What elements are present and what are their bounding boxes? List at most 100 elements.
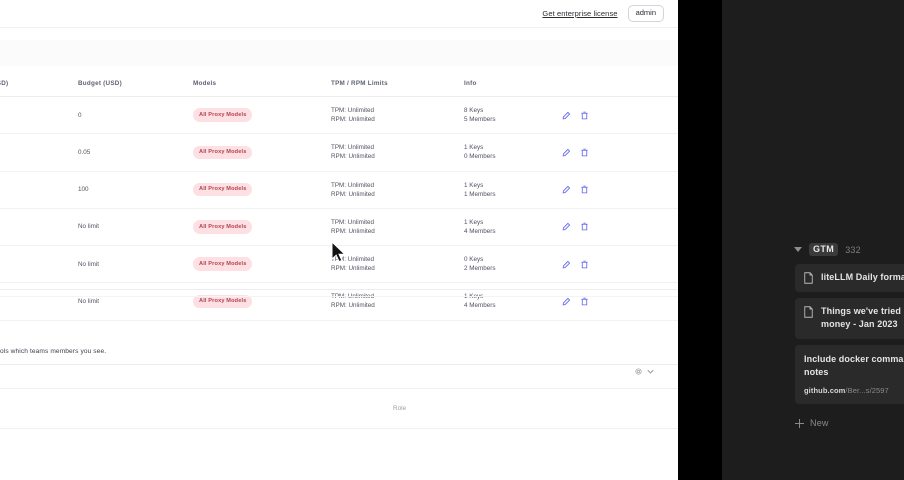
cell-models: All Proxy Models [193, 208, 331, 247]
note-url-domain: github.com [804, 385, 846, 395]
edit-team-icon[interactable] [562, 297, 571, 306]
cell-spend: 25 [0, 208, 78, 247]
edit-team-icon[interactable] [562, 148, 571, 157]
cell-models: All Proxy Models [193, 171, 331, 209]
rpm-value: RPM: Unlimited [331, 227, 375, 235]
note-title: Include docker comma notes [804, 353, 904, 378]
edit-team-icon[interactable] [562, 185, 571, 194]
plus-icon [795, 418, 804, 428]
cell-info: 0 Keys 2 Members [464, 245, 562, 284]
cell-models: All Proxy Models [193, 133, 331, 172]
edit-team-icon[interactable] [562, 111, 571, 120]
rpm-value: RPM: Unlimited [331, 302, 375, 310]
new-note-label: New [810, 418, 829, 428]
cell-limits: TPM: Unlimited RPM: Unlimited [331, 96, 464, 135]
cell-info: 1 Keys 1 Members [464, 171, 562, 209]
rpm-value: RPM: Unlimited [331, 116, 375, 124]
teams-table-wrapper: USD) Budget (USD) Models TPM / RPM Limit… [0, 72, 678, 321]
new-note-button[interactable]: New [795, 418, 829, 428]
delete-team-icon[interactable] [580, 148, 589, 157]
note-title: Things we've tried money - Jan 2023 [821, 305, 901, 330]
keys-count: 1 Keys [464, 218, 484, 226]
chevron-down-icon[interactable] [647, 369, 654, 374]
cell-spend [0, 245, 78, 284]
notes-card-list: liteLLM Daily forma Things we've tried mo… [795, 264, 904, 410]
col-header-budget: Budget (USD) [78, 72, 193, 97]
top-bar: Get enterprise license admin [0, 0, 678, 28]
gear-icon[interactable] [635, 368, 642, 375]
cell-spend: 47 [0, 96, 78, 135]
note-title: liteLLM Daily forma [821, 272, 904, 282]
delete-team-icon[interactable] [580, 111, 589, 120]
members-count: 4 Members [464, 227, 496, 235]
list-item[interactable]: liteLLM Daily forma [795, 264, 904, 292]
cell-budget: No limit [78, 208, 193, 247]
cell-models: All Proxy Models [193, 245, 331, 284]
cell-budget: No limit [78, 245, 193, 284]
members-count: 4 Members [464, 302, 496, 310]
models-pill: All Proxy Models [193, 220, 253, 234]
document-icon [803, 272, 814, 284]
cell-budget: 0.05 [78, 133, 193, 172]
caret-down-icon[interactable] [794, 247, 802, 252]
rpm-value: RPM: Unlimited [331, 265, 375, 273]
delete-team-icon[interactable] [580, 297, 589, 306]
edit-team-icon[interactable] [562, 260, 571, 269]
admin-user-chip[interactable]: admin [627, 5, 664, 22]
edit-team-icon[interactable] [562, 222, 571, 231]
document-icon [803, 305, 814, 318]
col-header-spend: USD) [0, 72, 78, 97]
notes-group-header[interactable]: GTM 332 [794, 243, 861, 256]
table-row[interactable]: 0.05 All Proxy Models TPM: Unlimited RPM: U… [0, 133, 678, 172]
notes-panel: GTM 332 liteLLM Daily forma Things we've … [722, 0, 904, 480]
divider-below-controls [0, 388, 678, 389]
members-count: 2 Members [464, 265, 496, 273]
group-tag-label[interactable]: GTM [809, 243, 839, 256]
ghost-band [0, 40, 678, 66]
members-count: 1 Members [464, 190, 496, 198]
list-item[interactable]: Include docker comma notes github.com/Ber… [795, 344, 904, 404]
keys-count: 8 Keys [464, 107, 484, 114]
cell-spend [0, 133, 78, 172]
litellm-admin-app: Get enterprise license admin USD) Budget… [0, 0, 678, 429]
keys-count: 1 Keys [464, 181, 484, 189]
table-header-row: USD) Budget (USD) Models TPM / RPM Limit… [0, 72, 678, 97]
col-header-models: Models [193, 72, 331, 97]
cell-actions [562, 133, 678, 172]
cell-actions [562, 96, 678, 135]
rpm-value: RPM: Unlimited [331, 190, 375, 198]
settings-control-group[interactable] [635, 368, 654, 375]
col-header-info: Info [464, 72, 562, 97]
cell-actions [562, 208, 678, 247]
cell-actions [562, 245, 678, 284]
delete-team-icon[interactable] [580, 185, 589, 194]
keys-count: 0 Keys [464, 256, 484, 263]
delete-team-icon[interactable] [580, 260, 589, 269]
cell-models: All Proxy Models [193, 96, 331, 135]
models-pill: All Proxy Models [193, 257, 253, 271]
teams-table-head: USD) Budget (USD) Models TPM / RPM Limit… [0, 72, 678, 97]
tpm-value: TPM: Unlimited [331, 218, 375, 226]
cell-actions [562, 171, 678, 209]
list-item[interactable]: Things we've tried money - Jan 2023 [795, 297, 904, 339]
divider-bottom [0, 428, 678, 429]
table-row[interactable]: 470All Proxy Models TPM: Unlimited RPM: Un… [0, 96, 678, 135]
cell-budget: 100 [78, 171, 193, 209]
note-url[interactable]: github.com/Ber...s/2597 [804, 386, 904, 395]
tpm-value: TPM: Unlimited [331, 107, 375, 114]
get-enterprise-license-link[interactable]: Get enterprise license [542, 9, 618, 18]
teams-helper-text: ntrols which teams members you see. [0, 348, 107, 355]
group-count-label: 332 [845, 244, 861, 255]
cell-info: 8 Keys 5 Members [464, 96, 562, 135]
col-header-limits: TPM / RPM Limits [331, 72, 464, 97]
delete-team-icon[interactable] [580, 222, 589, 231]
teams-table: USD) Budget (USD) Models TPM / RPM Limit… [0, 72, 678, 321]
